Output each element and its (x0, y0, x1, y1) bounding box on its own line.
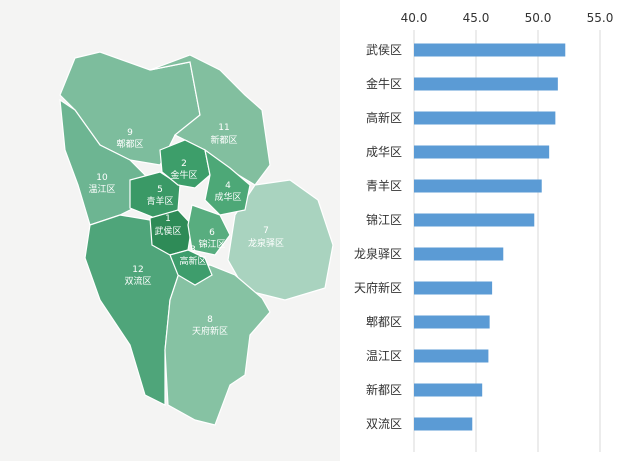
district-map: 9 郫都区 11 新都区 10 温江区 2 金牛区 5 青羊区 4 成华区 1 … (59, 51, 334, 426)
district-1-num: 1 (165, 214, 171, 224)
district-8-num: 8 (207, 315, 213, 325)
category-label: 新都区 (366, 382, 402, 397)
category-label: 金牛区 (366, 76, 402, 91)
category-label: 龙泉驿区 (354, 247, 402, 261)
category-label: 温江区 (366, 349, 402, 363)
category-label: 郫都区 (366, 314, 402, 329)
district-9-name: 郫都区 (116, 138, 143, 150)
district-7-num: 7 (263, 226, 269, 236)
district-9-num: 9 (127, 128, 133, 138)
category-label: 锦江区 (366, 213, 402, 227)
bar (414, 213, 535, 227)
bar (414, 77, 558, 91)
district-3 (169, 249, 213, 286)
district-12-name: 双流区 (124, 275, 151, 287)
bar (414, 281, 493, 295)
district-11-name: 新都区 (210, 134, 237, 146)
district-5-name: 青羊区 (146, 195, 173, 207)
bar (414, 349, 489, 363)
category-label: 成华区 (366, 145, 402, 159)
x-tick-label: 50.0 (525, 11, 552, 25)
district-7 (227, 179, 334, 301)
district-8-name: 天府新区 (192, 325, 228, 337)
bar (414, 43, 566, 57)
bar-chart: 40.0 45.0 50.0 55.0 武侯区金牛区高新区成华区青羊区锦江区龙泉驿区天… (354, 11, 614, 452)
grid-layer (413, 30, 601, 452)
district-2-name: 金牛区 (170, 169, 197, 181)
x-tick-label: 55.0 (587, 11, 614, 25)
district-10-name: 温江区 (88, 184, 115, 195)
district-4 (204, 148, 251, 216)
x-tick-label: 40.0 (401, 11, 428, 25)
map-labels: 9 郫都区 11 新都区 10 温江区 2 金牛区 5 青羊区 4 成华区 1 … (88, 123, 284, 337)
bars (414, 43, 566, 431)
district-2 (159, 139, 211, 189)
x-axis-ticks: 40.0 45.0 50.0 55.0 (401, 11, 614, 25)
category-label: 高新区 (366, 110, 402, 125)
district-7-name: 龙泉驿区 (248, 237, 284, 249)
district-3-name: 高新区 (179, 255, 206, 267)
bar (414, 145, 550, 159)
bar (414, 247, 504, 261)
bar (414, 417, 473, 431)
district-map-panel: 9 郫都区 11 新都区 10 温江区 2 金牛区 5 青羊区 4 成华区 1 … (0, 0, 340, 461)
category-label: 双流区 (366, 417, 402, 431)
category-label: 武侯区 (366, 43, 402, 57)
district-8 (164, 264, 271, 426)
district-1-name: 武侯区 (154, 225, 181, 237)
district-5-num: 5 (157, 185, 163, 195)
district-6-name: 锦江区 (198, 238, 225, 250)
bar (414, 179, 542, 193)
category-label: 天府新区 (354, 280, 402, 295)
bar (414, 111, 556, 125)
category-label: 青羊区 (366, 178, 402, 193)
district-10-num: 10 (96, 173, 108, 183)
district-11-num: 11 (218, 123, 229, 133)
district-6-num: 6 (209, 228, 215, 238)
district-2-num: 2 (181, 159, 187, 169)
district-3-num: 3 (190, 245, 196, 255)
district-12-num: 12 (132, 265, 143, 275)
bar (414, 315, 490, 329)
district-4-num: 4 (225, 181, 231, 191)
bar (414, 383, 483, 397)
x-tick-label: 45.0 (463, 11, 490, 25)
district-6 (187, 204, 231, 256)
district-4-name: 成华区 (214, 191, 241, 203)
